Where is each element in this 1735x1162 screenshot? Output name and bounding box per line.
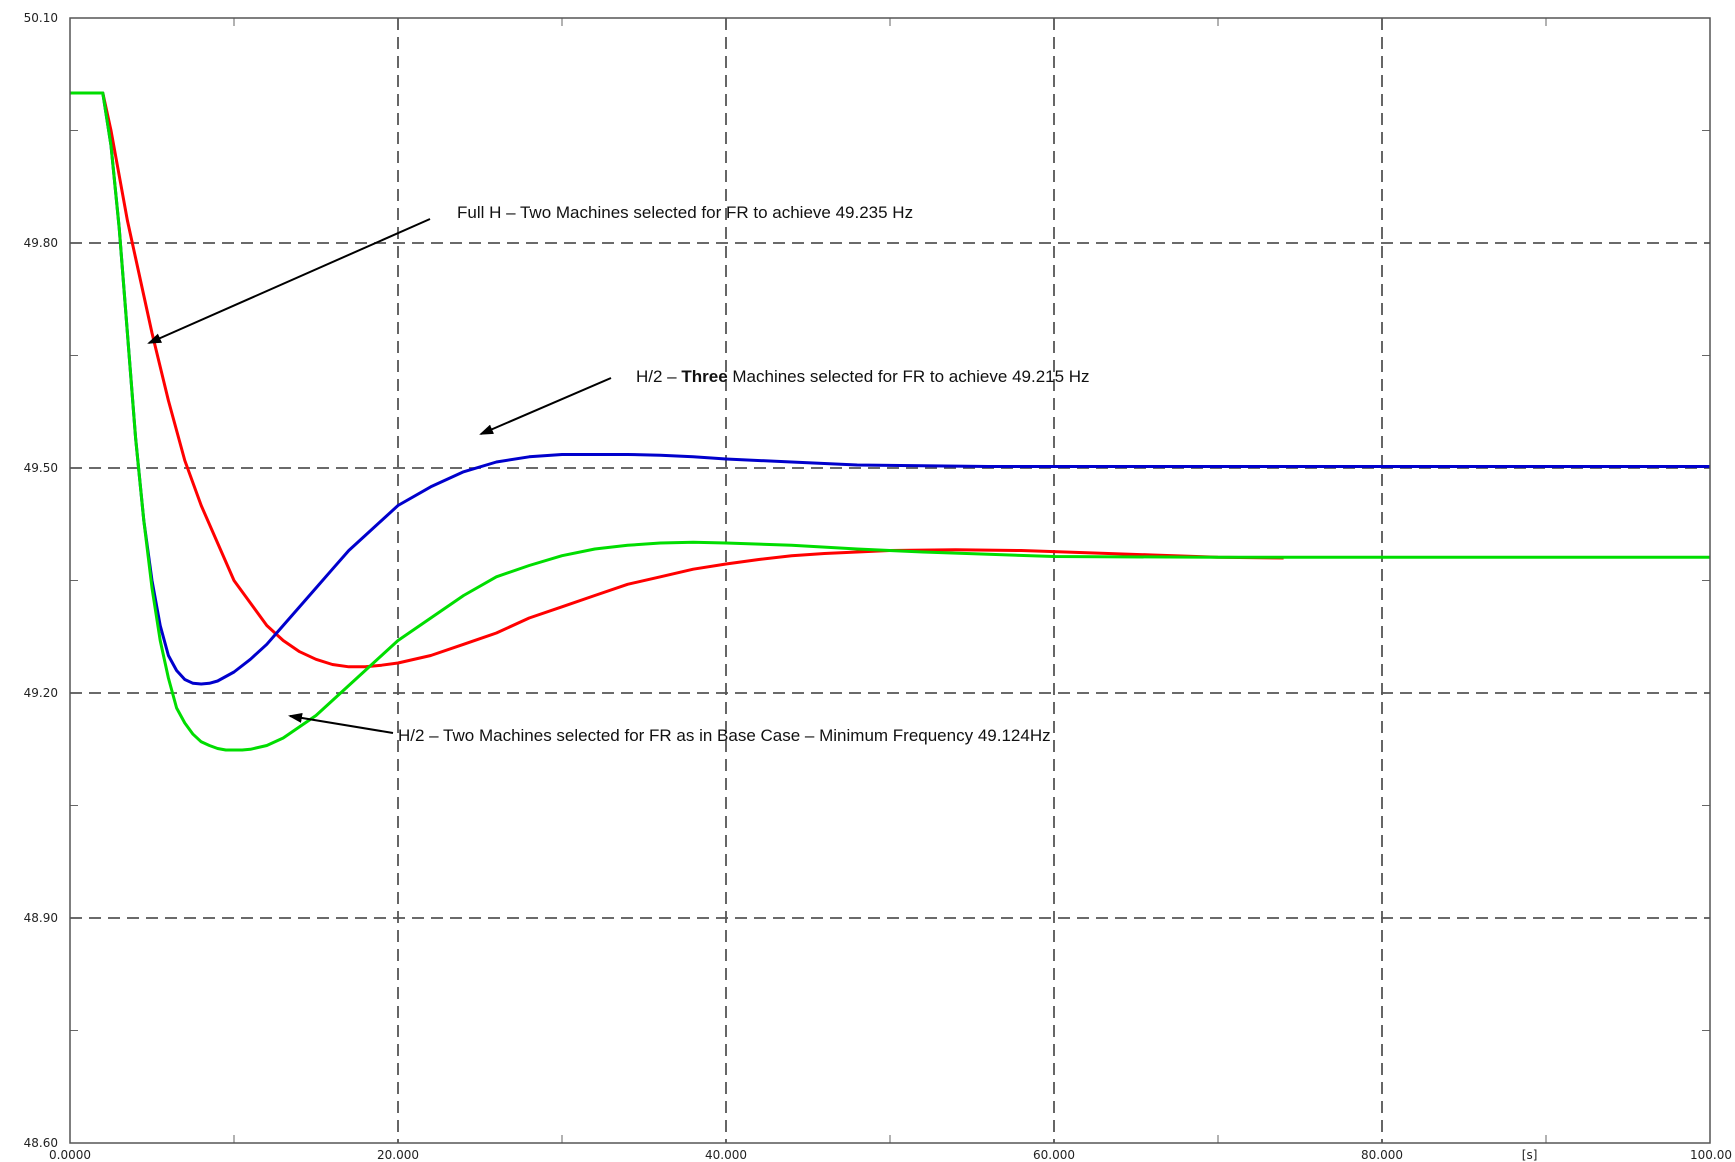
x-tick-label: 100.00	[1690, 1148, 1732, 1162]
y-tick-label: 48.60	[24, 1136, 58, 1150]
y-tick-label: 49.50	[24, 461, 58, 475]
x-axis-ticks: 0.0000 20.000 40.000 60.000 80.000 100.00 [s]	[49, 1148, 1732, 1162]
annotation-full-h: Full H – Two Machines selected for FR to…	[147, 203, 913, 344]
annotation-text-three-after: Machines selected for FR to achieve 49.2…	[728, 367, 1090, 386]
minor-grid	[70, 18, 1710, 1143]
annotation-three-machines: H/2 – Three Machines selected for FR to …	[479, 367, 1090, 435]
y-tick-label: 49.20	[24, 686, 58, 700]
plot-background	[70, 18, 1710, 1143]
annotation-base-case: H/2 – Two Machines selected for FR as in…	[288, 713, 1051, 745]
annotation-arrow-three-machines	[479, 377, 612, 435]
x-tick-label: 0.0000	[49, 1148, 91, 1162]
y-tick-label: 50.10	[24, 11, 58, 25]
x-tick-label: 80.000	[1361, 1148, 1403, 1162]
annotation-text-base-case: H/2 – Two Machines selected for FR as in…	[398, 726, 1051, 745]
series-line-red	[70, 91, 1284, 669]
series-line-blue	[70, 91, 1710, 686]
annotation-text-three-machines: H/2 – Three Machines selected for FR to …	[636, 367, 1090, 386]
annotation-text-full-h: Full H – Two Machines selected for FR to…	[457, 203, 913, 222]
major-grid	[70, 18, 1710, 1143]
annotation-arrow-full-h	[147, 218, 431, 344]
plot-frame	[69, 17, 1711, 1144]
series-line-green	[70, 91, 1710, 752]
annotation-text-three-bold: Three	[681, 367, 727, 386]
x-tick-label: 60.000	[1033, 1148, 1075, 1162]
y-tick-label: 48.90	[24, 911, 58, 925]
annotation-text-three-before: H/2 –	[636, 367, 681, 386]
x-tick-label: 20.000	[377, 1148, 419, 1162]
x-unit-label: [s]	[1522, 1148, 1538, 1162]
annotation-arrow-base-case	[288, 713, 394, 734]
x-tick-label: 40.000	[705, 1148, 747, 1162]
series-group	[70, 91, 1710, 752]
y-tick-label: 49.80	[24, 236, 58, 250]
y-axis-ticks: 48.60 48.90 49.20 49.50 49.80 50.10	[24, 11, 58, 1150]
